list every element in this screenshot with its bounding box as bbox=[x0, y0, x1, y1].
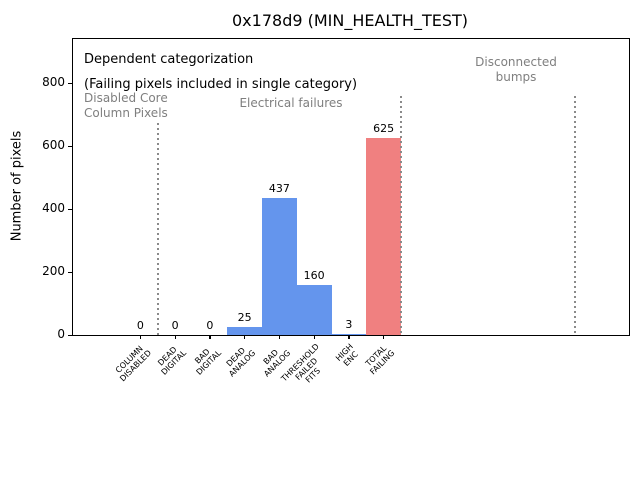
y-tick-label: 0 bbox=[57, 327, 65, 341]
section-label: Disabled Core Column Pixels bbox=[84, 91, 168, 120]
x-tick-mark bbox=[244, 335, 246, 339]
x-tick-label: DEAD ANALOG bbox=[224, 345, 258, 379]
section-divider bbox=[156, 123, 159, 335]
section-divider bbox=[400, 96, 402, 335]
bar-value-label: 160 bbox=[303, 268, 325, 282]
section-label: Disconnected bumps bbox=[475, 55, 557, 84]
x-tick-mark bbox=[209, 335, 211, 339]
bar-total-failing bbox=[366, 138, 401, 335]
x-tick-label: TOTAL FAILING bbox=[363, 343, 397, 377]
y-tick-mark bbox=[68, 145, 72, 147]
y-tick-label: 400 bbox=[42, 201, 65, 216]
bar-value-label: 0 bbox=[171, 319, 179, 332]
y-tick-label: 600 bbox=[42, 138, 65, 153]
bar-high-enc bbox=[331, 334, 367, 335]
chart-title: 0x178d9 (MIN_HEALTH_TEST) bbox=[232, 11, 468, 30]
x-tick-label: BAD DIGITAL bbox=[192, 347, 223, 377]
bar-value-label: 437 bbox=[268, 181, 290, 195]
bar-value-label: 0 bbox=[206, 319, 214, 332]
bar-value-label: 625 bbox=[373, 122, 395, 136]
y-tick-mark bbox=[68, 208, 72, 210]
bar-value-label: 3 bbox=[345, 318, 353, 331]
bar-bad-analog bbox=[262, 197, 297, 335]
plot-area: 0 200 400 600 800 0 COLUMN DISABLED 0 DEAD DIGIT… bbox=[42, 38, 630, 385]
bar-value-label: 25 bbox=[237, 311, 252, 325]
x-tick-mark bbox=[348, 335, 350, 339]
y-tick-mark bbox=[68, 334, 72, 336]
y-tick-mark bbox=[68, 271, 72, 273]
y-tick-mark bbox=[68, 82, 72, 85]
x-tick-mark bbox=[139, 335, 142, 339]
x-tick-mark bbox=[278, 335, 281, 339]
bar-value-label: 0 bbox=[136, 319, 144, 332]
x-tick-label: COLUMN DISABLED bbox=[113, 344, 154, 384]
x-tick-mark bbox=[383, 335, 385, 339]
x-tick-label: HIGH ENC bbox=[334, 342, 361, 368]
categorization-annotation: Dependent categorization (Failing pixels… bbox=[84, 52, 358, 92]
y-tick-label: 800 bbox=[42, 75, 65, 90]
y-tick-label: 200 bbox=[42, 264, 65, 279]
section-divider bbox=[573, 96, 576, 335]
x-tick-mark bbox=[313, 335, 315, 339]
x-tick-mark bbox=[174, 335, 176, 339]
section-label: Electrical failures bbox=[239, 96, 343, 110]
bar-dead-analog bbox=[227, 327, 262, 335]
bar-threshold-failed-fits bbox=[296, 284, 332, 335]
x-tick-label: DEAD DIGITAL bbox=[155, 344, 188, 377]
